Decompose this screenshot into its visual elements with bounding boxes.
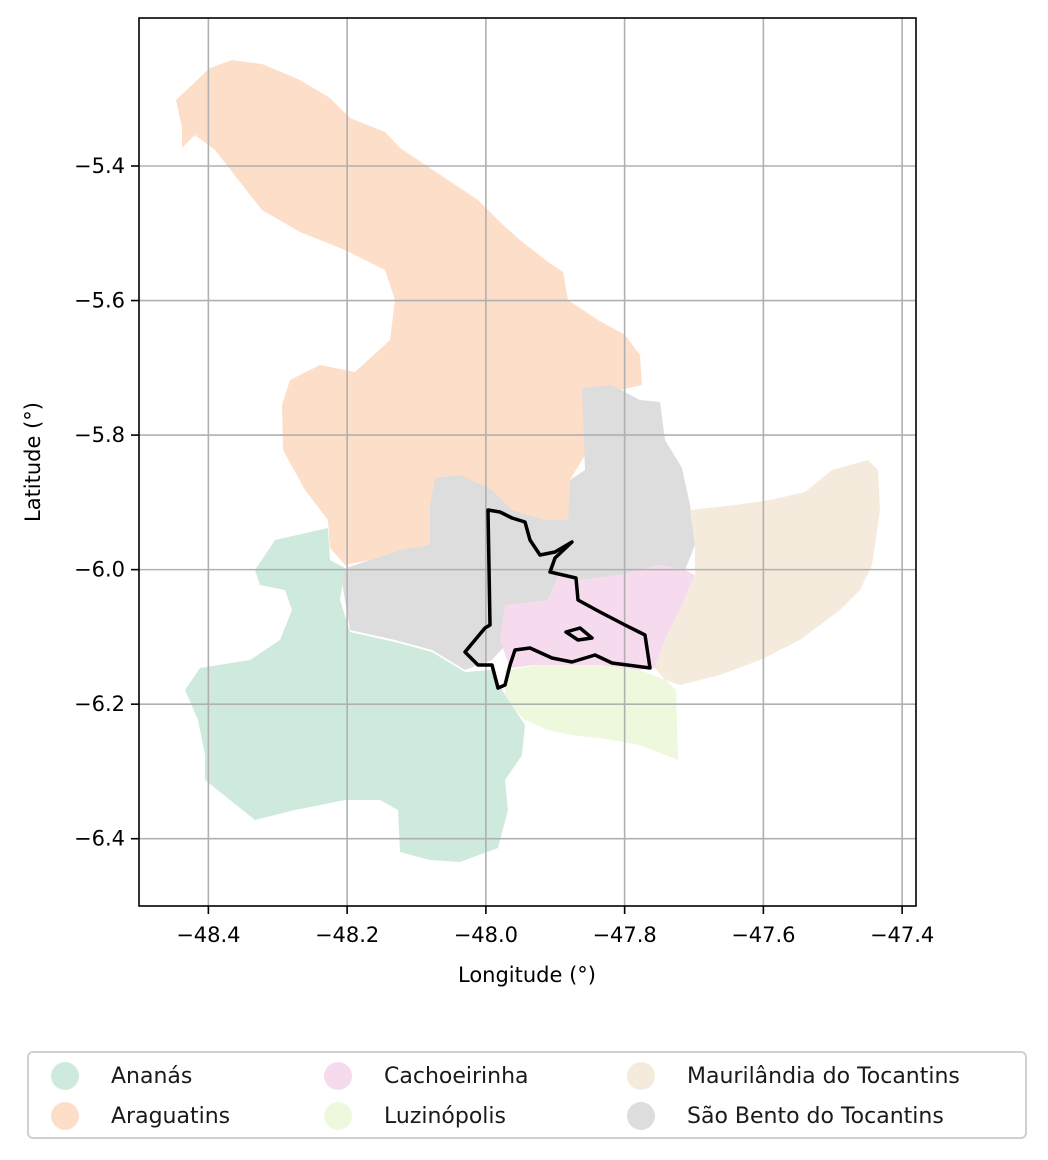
x-axis-label: Longitude (°) [458, 963, 596, 987]
legend-item: Araguatins [51, 1099, 230, 1133]
legend-swatch [324, 1062, 352, 1090]
region-ananas [185, 528, 525, 862]
legend-item: Luzinópolis [324, 1099, 506, 1133]
y-axis-label: Latitude (°) [21, 402, 45, 522]
legend: Ananás Araguatins Cachoeirinha Luzinópolis M… [27, 1051, 1027, 1139]
legend-swatch [51, 1062, 79, 1090]
y-tick-label: −5.4 [74, 154, 125, 178]
y-tick-label: −6.0 [74, 558, 125, 582]
y-tick-label: −5.6 [74, 289, 125, 313]
legend-item: Maurilândia do Tocantins [627, 1059, 960, 1093]
legend-swatch [324, 1102, 352, 1130]
highlight-outline [463, 508, 652, 690]
legend-swatch [627, 1062, 655, 1090]
legend-item: Cachoeirinha [324, 1059, 529, 1093]
region-maurilandia-do-tocantins [655, 460, 880, 685]
legend-swatch [627, 1102, 655, 1130]
plot-frame [138, 17, 917, 907]
legend-label: Araguatins [111, 1103, 231, 1129]
legend-label: Ananás [111, 1063, 193, 1089]
region-araguatins [176, 60, 642, 565]
x-tick-label: −48.4 [176, 923, 240, 947]
map-figure: −48.4 −48.2 −48.0 −47.8 −47.6 −47.4 −5.4−5.6−… [21, 17, 934, 987]
y-tick-label: −5.8 [74, 423, 125, 447]
y-tick-label: −6.4 [74, 827, 125, 851]
legend-swatch [51, 1102, 79, 1130]
x-tick-label: −48.2 [315, 923, 379, 947]
legend-item: São Bento do Tocantins [627, 1099, 944, 1133]
y-tick-label: −6.2 [74, 692, 125, 716]
x-tick-label: −48.0 [454, 923, 518, 947]
legend-label: Luzinópolis [384, 1103, 506, 1129]
legend-item: Ananás [51, 1059, 192, 1093]
x-tick-label: −47.4 [870, 923, 934, 947]
region-sao-bento-do-tocantins [340, 385, 695, 670]
legend-label: Maurilândia do Tocantins [687, 1063, 960, 1089]
x-tick-label: −47.6 [731, 923, 795, 947]
x-axis: −48.4 −48.2 −48.0 −47.8 −47.6 −47.4 [176, 906, 934, 947]
legend-label: São Bento do Tocantins [687, 1103, 944, 1129]
y-axis: −5.4 −5.6 −5.8 −6.0 −6.2 −6.4 [74, 154, 139, 851]
region-luzinopolis [505, 665, 678, 760]
legend-label: Cachoeirinha [384, 1063, 529, 1089]
grid-lines [139, 18, 916, 906]
x-tick-label: −47.8 [592, 923, 656, 947]
